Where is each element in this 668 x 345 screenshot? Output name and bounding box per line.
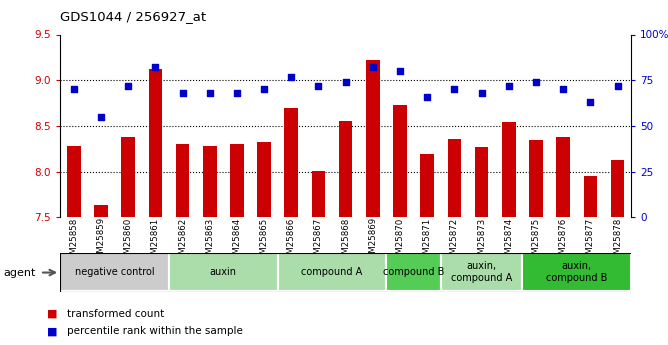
Bar [556, 137, 570, 217]
Bar [312, 171, 325, 217]
Text: GSM25870: GSM25870 [395, 217, 405, 265]
Bar [176, 144, 189, 217]
Point [286, 74, 297, 79]
Point [313, 83, 324, 88]
Text: auxin: auxin [210, 267, 236, 277]
Text: ■: ■ [47, 309, 57, 319]
Text: GSM25875: GSM25875 [532, 217, 540, 265]
Text: GSM25858: GSM25858 [69, 217, 78, 265]
Point [585, 99, 596, 105]
FancyBboxPatch shape [278, 253, 387, 291]
Bar [203, 146, 216, 217]
Text: GSM25874: GSM25874 [504, 217, 514, 265]
FancyBboxPatch shape [387, 253, 441, 291]
Text: auxin,
compound B: auxin, compound B [546, 262, 608, 283]
Text: GSM25878: GSM25878 [613, 217, 622, 265]
Text: GSM25863: GSM25863 [205, 217, 214, 265]
Bar [584, 176, 597, 217]
Text: GDS1044 / 256927_at: GDS1044 / 256927_at [60, 10, 206, 23]
Text: GSM25859: GSM25859 [96, 217, 106, 265]
Bar [448, 139, 462, 217]
Text: GSM25873: GSM25873 [477, 217, 486, 265]
Point [123, 83, 134, 88]
Bar [475, 147, 488, 217]
FancyBboxPatch shape [169, 253, 278, 291]
Bar [122, 137, 135, 217]
Bar [339, 121, 353, 217]
Point [422, 94, 433, 99]
Point [449, 87, 460, 92]
Point [504, 83, 514, 88]
Point [558, 87, 568, 92]
Bar [529, 140, 543, 217]
Text: negative control: negative control [75, 267, 154, 277]
FancyBboxPatch shape [522, 253, 631, 291]
Text: GSM25868: GSM25868 [341, 217, 350, 265]
Point [259, 87, 269, 92]
Text: GSM25871: GSM25871 [423, 217, 432, 265]
Text: ■: ■ [47, 326, 57, 336]
Text: GSM25877: GSM25877 [586, 217, 595, 265]
Bar [366, 60, 379, 217]
Bar [94, 206, 108, 217]
Text: transformed count: transformed count [67, 309, 164, 319]
Bar [611, 160, 625, 217]
Bar [230, 144, 244, 217]
Point [367, 65, 378, 70]
Point [232, 90, 242, 96]
Text: compound A: compound A [301, 267, 363, 277]
Text: GSM25865: GSM25865 [260, 217, 269, 265]
Point [613, 83, 623, 88]
Text: GSM25862: GSM25862 [178, 217, 187, 265]
Text: GSM25869: GSM25869 [368, 217, 377, 265]
Text: GSM25866: GSM25866 [287, 217, 296, 265]
Bar [67, 146, 81, 217]
Point [530, 79, 541, 85]
Text: GSM25864: GSM25864 [232, 217, 241, 265]
Bar [257, 142, 271, 217]
Text: GSM25876: GSM25876 [558, 217, 568, 265]
Text: agent: agent [3, 268, 35, 277]
Point [177, 90, 188, 96]
Point [204, 90, 215, 96]
Bar [502, 122, 516, 217]
Bar [420, 154, 434, 217]
Bar [148, 69, 162, 217]
Point [340, 79, 351, 85]
Text: GSM25867: GSM25867 [314, 217, 323, 265]
Text: GSM25861: GSM25861 [151, 217, 160, 265]
Bar [285, 108, 298, 217]
Point [476, 90, 487, 96]
Text: GSM25872: GSM25872 [450, 217, 459, 265]
Text: compound B: compound B [383, 267, 444, 277]
Text: percentile rank within the sample: percentile rank within the sample [67, 326, 242, 336]
Bar [393, 105, 407, 217]
FancyBboxPatch shape [60, 253, 169, 291]
Text: GSM25860: GSM25860 [124, 217, 133, 265]
Point [150, 65, 161, 70]
Text: auxin,
compound A: auxin, compound A [451, 262, 512, 283]
FancyBboxPatch shape [441, 253, 522, 291]
Point [395, 68, 405, 74]
Point [68, 87, 79, 92]
Point [96, 114, 106, 120]
